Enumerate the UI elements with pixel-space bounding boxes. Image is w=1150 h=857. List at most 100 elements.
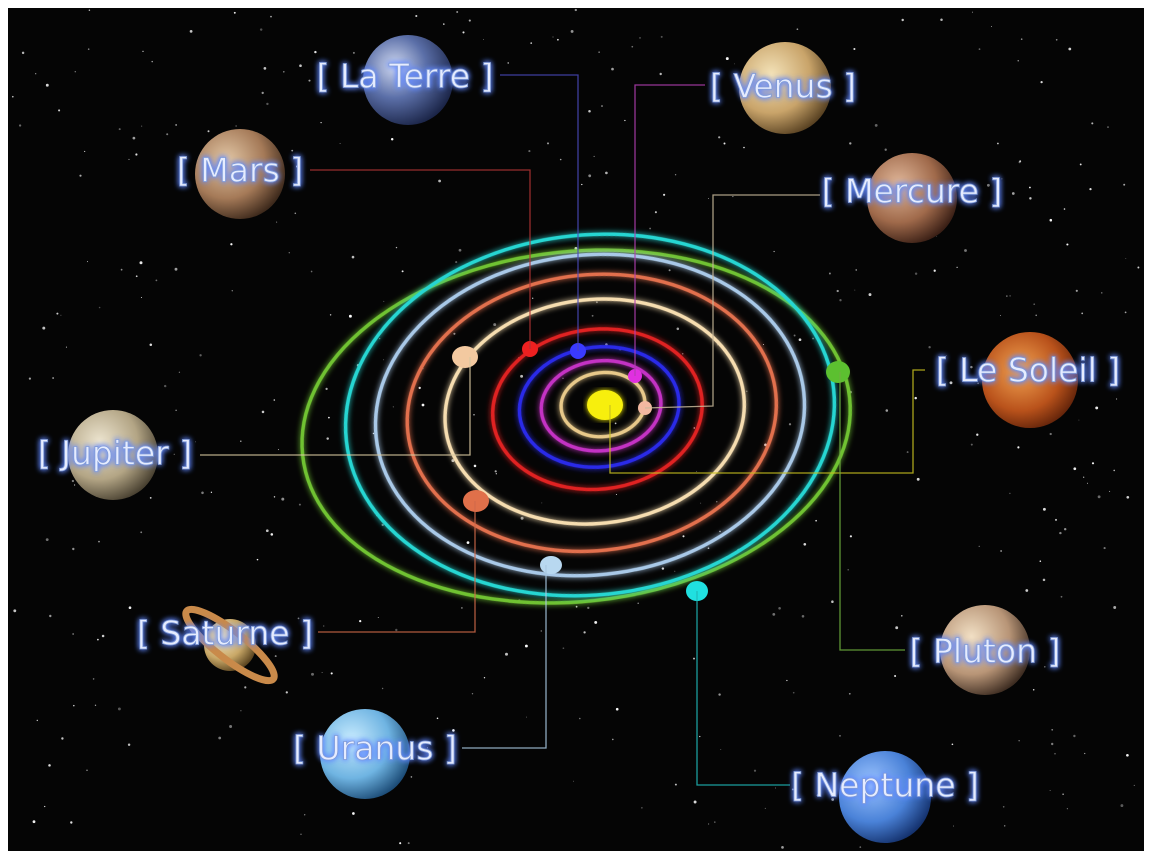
star <box>79 175 81 177</box>
star <box>859 846 861 848</box>
star <box>793 692 795 694</box>
star <box>953 826 954 827</box>
star <box>270 16 272 18</box>
star <box>1059 532 1061 534</box>
star <box>179 372 180 373</box>
star <box>402 270 404 272</box>
star <box>58 109 60 111</box>
star <box>453 333 455 335</box>
star <box>605 172 608 175</box>
star <box>1035 315 1037 317</box>
star <box>601 105 603 107</box>
star <box>236 125 237 126</box>
star <box>274 496 275 497</box>
star <box>849 693 851 695</box>
star <box>37 720 38 721</box>
star <box>598 51 599 52</box>
star <box>1000 315 1001 316</box>
star <box>1113 606 1116 609</box>
star <box>854 290 855 291</box>
star <box>693 658 695 660</box>
star <box>12 96 14 98</box>
star <box>326 437 328 439</box>
star <box>443 23 445 25</box>
star <box>1033 303 1035 305</box>
star <box>674 571 675 572</box>
star <box>218 737 221 740</box>
star <box>199 354 201 356</box>
star <box>289 252 290 253</box>
star <box>266 529 269 532</box>
star <box>135 153 137 155</box>
star <box>73 633 74 634</box>
star <box>232 290 233 291</box>
saturn-dot <box>463 490 489 512</box>
star <box>1050 219 1053 222</box>
star <box>869 293 872 296</box>
star <box>1107 127 1108 128</box>
star <box>754 770 756 772</box>
star <box>915 272 917 274</box>
star <box>264 67 267 70</box>
star <box>1081 313 1083 315</box>
star <box>797 28 799 30</box>
star <box>694 801 697 804</box>
star <box>44 806 45 807</box>
star <box>641 807 642 808</box>
star <box>660 73 662 75</box>
star <box>48 764 51 767</box>
star <box>505 653 508 656</box>
star <box>1025 589 1028 592</box>
star <box>803 543 806 546</box>
star <box>1066 243 1068 245</box>
star <box>576 606 578 608</box>
star <box>240 441 241 442</box>
planet-label: [ Mars ] <box>177 151 303 190</box>
star <box>164 385 166 387</box>
star <box>956 267 957 268</box>
star <box>1123 184 1125 186</box>
star <box>991 26 992 27</box>
star <box>708 824 709 825</box>
star <box>473 414 475 416</box>
star <box>1056 39 1058 41</box>
star <box>121 269 123 271</box>
star <box>1084 753 1085 754</box>
star <box>583 631 585 633</box>
star <box>472 693 473 694</box>
star <box>677 328 680 331</box>
star <box>1134 785 1135 786</box>
star <box>714 821 715 822</box>
star <box>616 494 617 495</box>
star <box>391 138 393 140</box>
star <box>886 409 889 412</box>
star <box>73 705 75 707</box>
star <box>637 602 639 604</box>
star <box>52 377 54 379</box>
star <box>655 211 657 213</box>
star <box>716 501 717 502</box>
star <box>901 19 903 21</box>
star <box>408 842 410 844</box>
star <box>639 37 641 39</box>
planet-label: [ Pluton ] <box>910 632 1061 671</box>
star <box>662 567 664 569</box>
star <box>1083 477 1084 478</box>
star <box>72 548 74 550</box>
star <box>496 473 497 474</box>
star <box>66 347 67 348</box>
star <box>928 346 930 348</box>
star <box>971 444 973 446</box>
star <box>1003 806 1005 808</box>
star <box>571 30 574 33</box>
star <box>93 678 95 680</box>
star <box>300 834 301 835</box>
star <box>87 261 88 262</box>
star <box>587 607 589 609</box>
star <box>1043 508 1046 511</box>
star <box>557 39 559 41</box>
planet-label: [ La Terre ] <box>317 57 494 96</box>
star <box>763 344 764 345</box>
star <box>419 387 421 389</box>
star <box>1029 197 1031 199</box>
